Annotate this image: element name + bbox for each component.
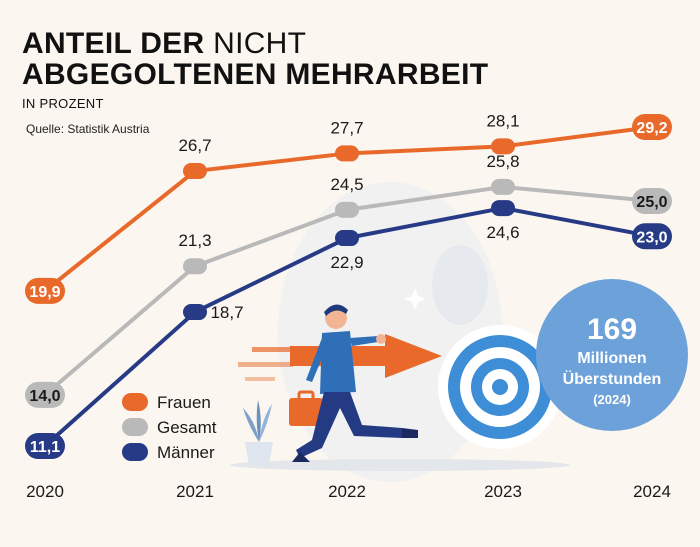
point-label-frauen-2021: 26,7 xyxy=(178,136,211,155)
point-label-gesamt-2021: 21,3 xyxy=(178,231,211,250)
x-axis-ticks: 2020 2021 2022 2023 2024 xyxy=(26,482,671,501)
point-badge-gesamt-2024 xyxy=(632,188,672,215)
point-marker-maenner-2021 xyxy=(183,304,207,321)
title-light-part: NICHT xyxy=(213,27,307,60)
callout-bubble xyxy=(536,279,688,431)
point-label-maenner-2023: 24,6 xyxy=(486,223,519,242)
x-tick-2024: 2024 xyxy=(633,482,671,501)
legend-label-gesamt: Gesamt xyxy=(157,418,217,437)
legend-swatch-frauen xyxy=(122,393,148,411)
point-label-maenner-2020: 11,1 xyxy=(30,439,60,456)
point-label-gesamt-2023: 25,8 xyxy=(486,152,519,171)
point-badge-frauen-2020 xyxy=(25,277,65,304)
legend-swatch-gesamt xyxy=(122,418,148,436)
point-marker-gesamt-2023 xyxy=(491,178,515,195)
point-marker-gesamt-2021 xyxy=(183,258,207,275)
callout-line-3: (2024) xyxy=(593,392,631,407)
point-label-frauen-2022: 27,7 xyxy=(330,118,363,137)
title-bold-part-2: ABGEGOLTENEN MEHRARBEIT xyxy=(22,58,489,91)
x-tick-2022: 2022 xyxy=(328,482,366,501)
point-label-gesamt-2022: 24,5 xyxy=(330,175,363,194)
point-marker-frauen-2022 xyxy=(335,145,359,162)
point-badge-gesamt-2020 xyxy=(25,381,65,408)
point-label-frauen-2023: 28,1 xyxy=(486,111,519,130)
point-label-frauen-2020: 19,9 xyxy=(29,284,60,301)
legend-swatch-maenner xyxy=(122,443,148,461)
overtime-callout: 169 Millionen Überstunden (2024) xyxy=(536,279,688,431)
point-marker-gesamt-2022 xyxy=(335,201,359,218)
legend: Frauen Gesamt Männer xyxy=(122,393,217,462)
point-marker-maenner-2022 xyxy=(335,230,359,247)
point-badge-maenner-2020 xyxy=(25,433,65,459)
callout-number: 169 xyxy=(587,313,637,346)
point-badge-frauen-2024 xyxy=(632,114,672,140)
point-marker-frauen-2021 xyxy=(183,163,207,180)
point-badge-maenner-2024 xyxy=(632,223,672,250)
point-label-maenner-2024: 23,0 xyxy=(636,229,667,246)
chart-subtitle: IN PROZENT xyxy=(22,96,104,111)
x-tick-2021: 2021 xyxy=(176,482,214,501)
title-bold-part-1: ANTEIL DER xyxy=(22,27,205,60)
callout-line-1: Millionen xyxy=(577,350,646,367)
x-tick-2020: 2020 xyxy=(26,482,64,501)
point-marker-maenner-2023 xyxy=(491,200,515,217)
point-label-frauen-2024: 29,2 xyxy=(636,120,667,137)
point-label-gesamt-2024: 25,0 xyxy=(636,194,667,211)
x-tick-2023: 2023 xyxy=(484,482,522,501)
series-badges: 19,9 26,7 27,7 28,1 29,2 14,0 21,3 24,5 25,8 25,0… xyxy=(25,111,672,459)
point-label-gesamt-2020: 14,0 xyxy=(29,388,60,405)
point-marker-frauen-2023 xyxy=(491,138,515,155)
runner-illustration xyxy=(230,182,570,482)
source-note: Quelle: Statistik Austria xyxy=(26,122,150,136)
legend-label-maenner: Männer xyxy=(157,443,215,462)
point-label-maenner-2021: 18,7 xyxy=(210,303,243,322)
chart-title: ANTEIL DER NICHT ABGEGOLTENEN MEHRARBEIT xyxy=(22,28,488,90)
point-label-maenner-2022: 22,9 xyxy=(330,253,363,272)
callout-line-2: Überstunden xyxy=(563,369,662,388)
legend-label-frauen: Frauen xyxy=(157,393,211,412)
